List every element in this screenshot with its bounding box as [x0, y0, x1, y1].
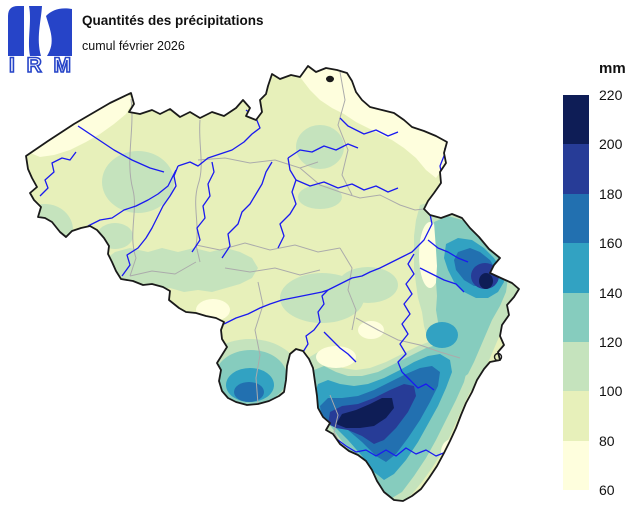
baarle-enclave-dot	[326, 75, 334, 83]
irm-logo-mark	[8, 6, 72, 56]
border-enclave-circle	[493, 352, 503, 362]
precip-band-60-80	[28, 66, 463, 465]
page-subtitle: cumul février 2026	[82, 39, 185, 53]
precip-band-200-220	[336, 273, 493, 428]
irm-logo: IRM	[8, 6, 72, 74]
page-title: Quantités des précipitations	[82, 13, 264, 28]
belgium-country-outline	[25, 65, 520, 502]
